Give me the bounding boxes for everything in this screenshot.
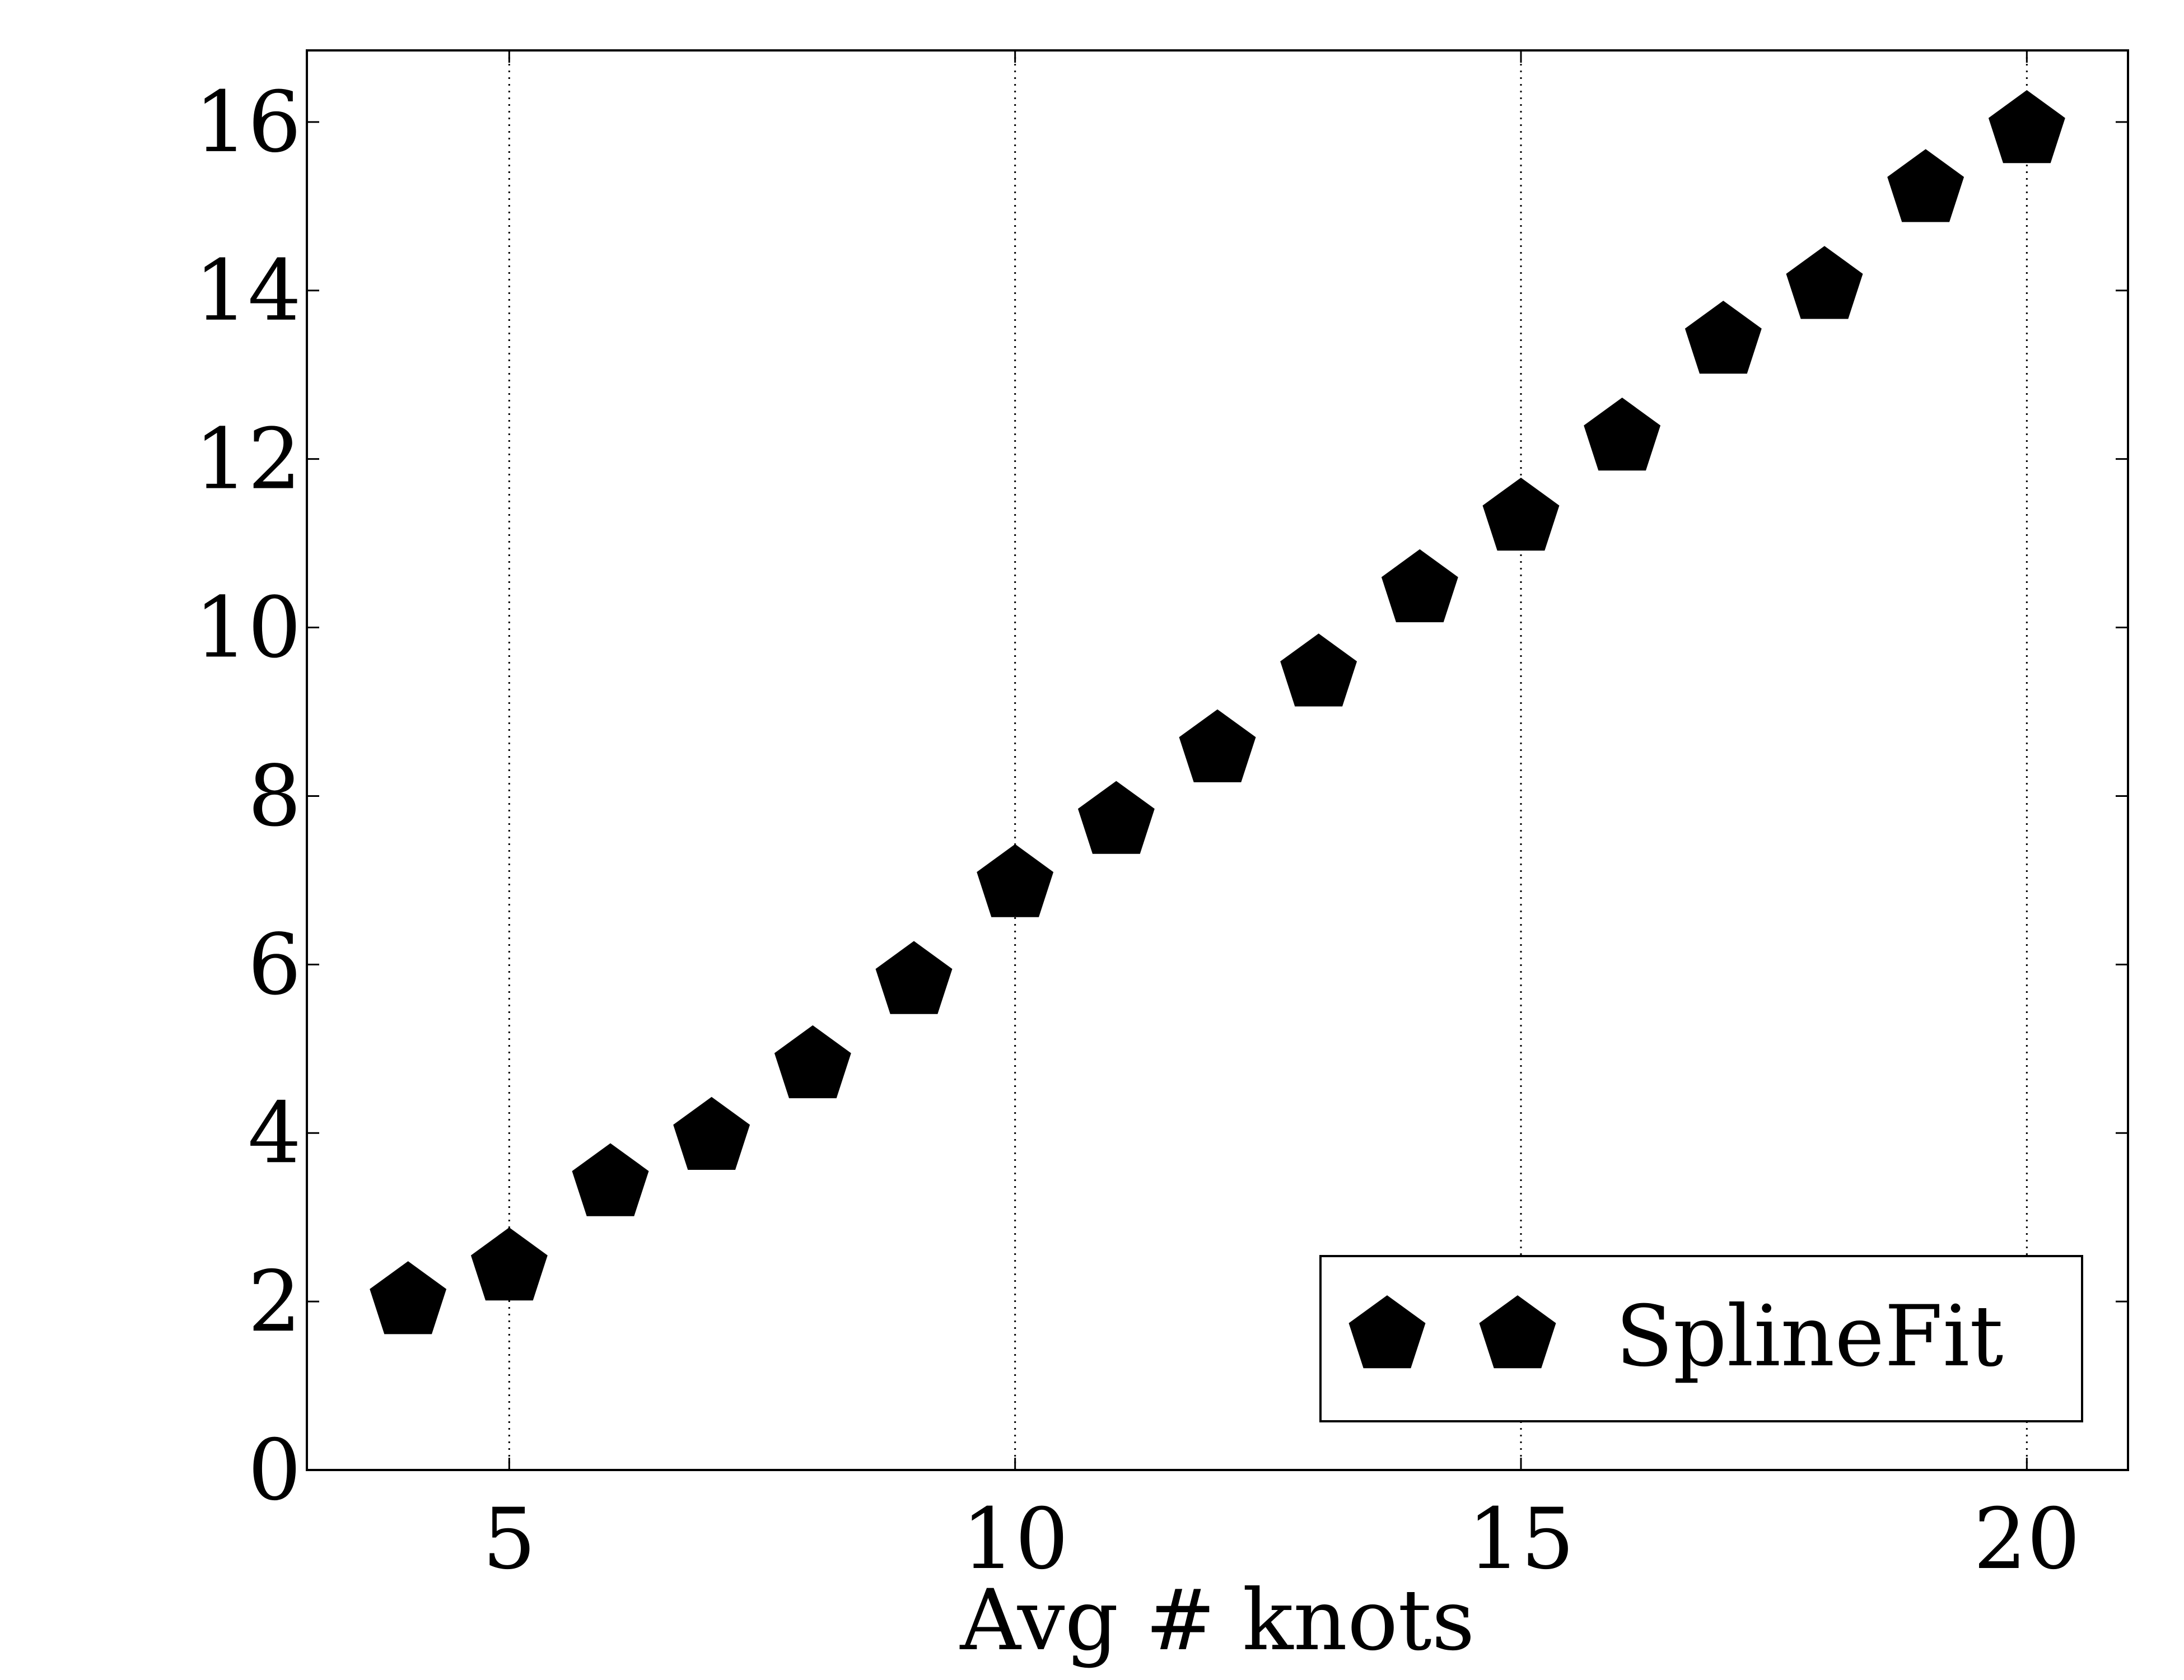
data-point-pentagon [673, 1096, 750, 1170]
x-tick-label: 15 [1468, 1491, 1575, 1588]
data-point-pentagon [977, 844, 1054, 917]
plot-area-frame [306, 49, 2129, 1471]
legend-marker-pentagon [1479, 1295, 1556, 1369]
data-point-pentagon [1988, 90, 2065, 164]
y-axis-tick-labels: 0 2 4 6 8 10 12 14 16 [194, 74, 301, 1519]
y-tick-label: 16 [194, 74, 301, 171]
data-point-pentagon [1887, 149, 1964, 222]
x-axis-label: Avg # knots [959, 1572, 1474, 1669]
axis-ticks [307, 50, 2128, 1471]
y-tick-label: 10 [194, 580, 301, 677]
y-tick-label: 14 [194, 242, 301, 340]
data-point-pentagon [875, 941, 953, 1014]
legend-marker-pentagon [1348, 1295, 1426, 1369]
y-tick-label: 8 [248, 748, 301, 845]
x-tick-label: 10 [962, 1491, 1068, 1588]
data-point-pentagon [1684, 301, 1762, 374]
y-tick-label: 12 [194, 411, 301, 508]
data-points [370, 90, 2065, 1334]
legend-box [1319, 1255, 2083, 1422]
y-tick-label: 0 [248, 1422, 301, 1519]
y-tick-label: 6 [248, 916, 301, 1014]
data-point-pentagon [1584, 398, 1661, 471]
x-tick-label: 20 [1973, 1491, 2080, 1588]
legend: SplineFit [1319, 1255, 2083, 1422]
data-point-pentagon [1077, 781, 1155, 854]
data-point-pentagon [470, 1227, 548, 1301]
legend-label-splinefit: SplineFit [1616, 1288, 2003, 1385]
legend-markers [1348, 1295, 1556, 1369]
data-point-pentagon [1482, 478, 1560, 551]
data-point-pentagon [1786, 246, 1863, 319]
data-point-pentagon [774, 1025, 851, 1099]
y-tick-label: 2 [248, 1253, 301, 1351]
data-point-pentagon [370, 1261, 447, 1334]
data-point-pentagon [1280, 633, 1357, 707]
x-axis-tick-labels: 5 10 15 20 [483, 1491, 2080, 1588]
data-point-pentagon [1381, 549, 1458, 623]
data-point-pentagon [1179, 709, 1256, 782]
x-tick-label: 5 [483, 1491, 536, 1588]
data-point-pentagon [572, 1143, 649, 1216]
y-tick-label: 4 [248, 1085, 301, 1182]
